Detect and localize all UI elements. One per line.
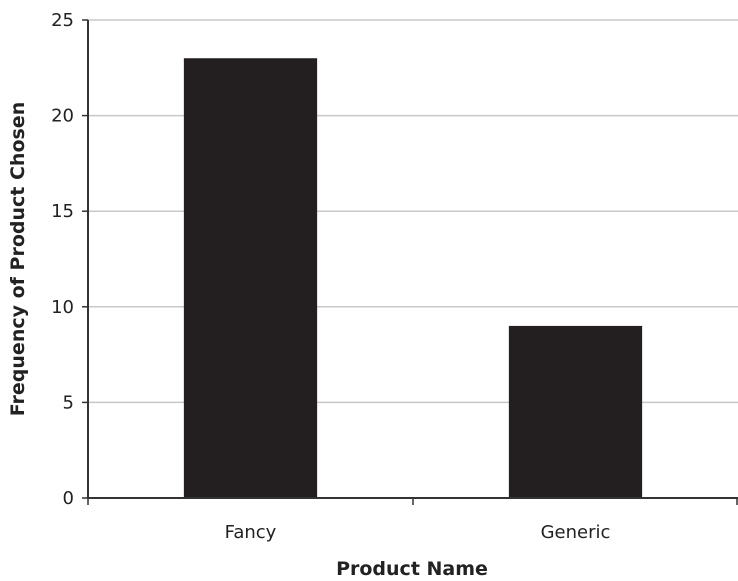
x-tick-label: Generic — [541, 522, 611, 543]
y-tick-label: 5 — [63, 392, 74, 413]
y-tick-label: 20 — [51, 106, 74, 127]
x-tick-label: Fancy — [225, 522, 277, 543]
y-tick-label: 10 — [51, 297, 74, 318]
y-tick-label: 15 — [51, 201, 74, 222]
axes — [82, 19, 738, 505]
y-tick-label: 0 — [63, 488, 74, 509]
y-tick-label: 25 — [51, 10, 74, 31]
x-axis-title: Product Name — [336, 558, 488, 580]
bar-generic — [508, 325, 643, 498]
tick-labels: 0 5 10 15 20 25 Fancy Generic — [51, 10, 610, 543]
y-axis-title: Frequency of Product Chosen — [7, 102, 29, 416]
bar-fancy — [183, 58, 318, 499]
bars — [183, 58, 643, 499]
